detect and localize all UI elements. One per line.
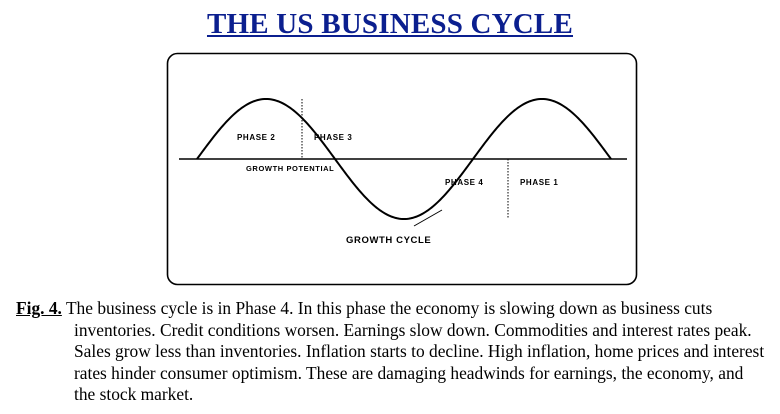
diagram-frame [166, 52, 638, 286]
phase-1-label: PHASE 1 [520, 178, 558, 187]
growth-cycle-curve [196, 97, 612, 221]
growth-cycle-label: GROWTH CYCLE [346, 235, 431, 246]
caption-paragraph: Fig. 4. The business cycle is in Phase 4… [16, 298, 768, 406]
page-title: THE US BUSINESS CYCLE [206, 8, 574, 40]
phase-2-label: PHASE 2 [237, 133, 275, 142]
phase-3-label: PHASE 3 [314, 133, 352, 142]
phase-4-label: PHASE 4 [445, 178, 483, 187]
figure-caption: Fig. 4. The business cycle is in Phase 4… [16, 298, 768, 406]
caption-text: The business cycle is in Phase 4. In thi… [65, 298, 765, 404]
business-cycle-diagram: PHASE 2 PHASE 3 PHASE 4 PHASE 1 GROWTH P… [166, 52, 638, 286]
caption-label: Fig. 4. [16, 298, 62, 318]
growth-potential-label: GROWTH POTENTIAL [246, 164, 334, 173]
growth-cycle-pointer [413, 209, 443, 227]
